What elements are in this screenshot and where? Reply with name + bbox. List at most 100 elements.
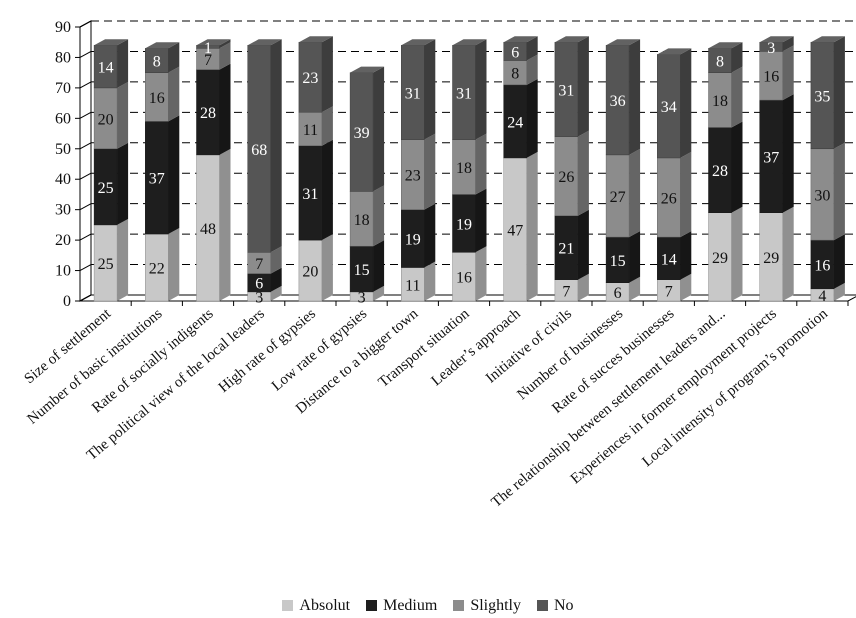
bar-side-absolut [782,206,794,301]
y-tick-label: 40 [55,171,71,188]
bar-side-medium [577,209,589,280]
bar-side-absolut [373,285,385,301]
x-tick-label: Local intensity of program’s promotion [639,305,831,470]
bar-side-medium [629,231,641,283]
legend-swatch [366,600,378,611]
bar-side-slightly [782,45,794,101]
legend-item-medium: Medium [366,597,437,615]
bar-top [247,39,282,46]
data-label: 20 [98,111,114,128]
data-label: 1 [204,40,212,57]
data-label: 11 [303,122,318,139]
y-tick-label: 0 [63,293,71,310]
bar-side-medium [833,234,845,289]
y-tick-label: 20 [55,232,71,249]
legend-label: Medium [383,597,438,614]
bar-side-medium [475,188,487,253]
data-label: 16 [763,69,779,86]
bar-side-medium [117,142,129,225]
data-label: 19 [456,216,472,233]
bar-side-slightly [731,66,743,128]
bar-side-medium [680,231,692,280]
data-label: 48 [200,221,216,238]
bar-side-absolut [577,273,589,301]
bar-side-slightly [475,133,487,195]
y-tick-label: 60 [55,110,71,127]
bar-top [298,36,333,43]
data-label: 28 [200,105,216,122]
data-label: 25 [98,256,114,273]
bar-side-no [680,48,692,158]
y-tick-label: 70 [55,80,71,97]
data-label: 25 [98,180,114,197]
data-label: 19 [405,232,421,249]
data-label: 22 [149,261,165,278]
bar-side-absolut [117,218,129,301]
bar-side-medium [219,63,231,155]
data-label: 35 [814,89,830,106]
data-label: 28 [712,163,728,180]
legend-label: No [554,597,574,614]
legend-label: Slightly [470,597,521,614]
data-label: 6 [255,276,263,293]
data-label: 31 [558,82,574,99]
bar-top [606,39,641,46]
bar-side-slightly [526,54,538,85]
y-tick-label: 50 [55,141,71,158]
data-label: 23 [405,168,421,185]
data-label: 31 [302,186,318,203]
bar-top [708,42,743,49]
bar-side-medium [424,203,436,268]
bar-side-slightly [117,81,129,149]
bar-top [350,66,385,73]
data-label: 15 [354,262,370,279]
bar-side-medium [168,115,180,235]
bar-top [759,36,794,43]
data-label: 39 [354,125,370,142]
bar-top [94,39,129,46]
data-label: 18 [712,93,728,110]
bar-side-slightly [219,42,231,70]
bar-side-absolut [475,246,487,301]
bar-side-slightly [270,246,282,274]
data-label: 29 [712,250,728,267]
bar-side-absolut [321,234,333,301]
data-label: 24 [507,114,523,131]
bar-side-absolut [680,273,692,301]
data-label: 8 [716,53,724,70]
data-label: 7 [665,283,673,300]
bar-side-no [731,42,743,73]
legend-item-slightly: Slightly [453,597,521,615]
bar-top [810,36,845,43]
data-label: 16 [149,90,165,107]
data-label: 8 [153,53,161,70]
data-label: 6 [614,285,622,302]
data-label: 23 [302,70,318,87]
legend-item-absolut: Absolut [282,597,350,615]
bar-side-absolut [833,282,845,301]
data-label: 20 [302,264,318,281]
bar-side-absolut [270,285,282,301]
gridline-side [79,142,92,150]
gridline-side [79,81,92,89]
bar-side-slightly [424,133,436,210]
data-label: 21 [558,241,574,258]
data-label: 16 [814,257,830,274]
data-label: 68 [251,142,267,159]
bar-side-slightly [680,151,692,238]
bar-side-no [168,42,180,73]
bar-side-no [475,39,487,140]
bar-side-no [373,66,385,192]
bar-side-slightly [577,130,589,216]
bar-side-absolut [731,206,743,301]
gridline-side [79,233,92,241]
data-label: 26 [558,169,574,186]
data-label: 26 [661,190,677,207]
bar-side-slightly [168,66,180,122]
bar-top [401,39,436,46]
legend-swatch [453,600,465,611]
bar-side-slightly [629,148,641,238]
bar-side-slightly [321,106,333,146]
gridline-side [79,172,92,180]
